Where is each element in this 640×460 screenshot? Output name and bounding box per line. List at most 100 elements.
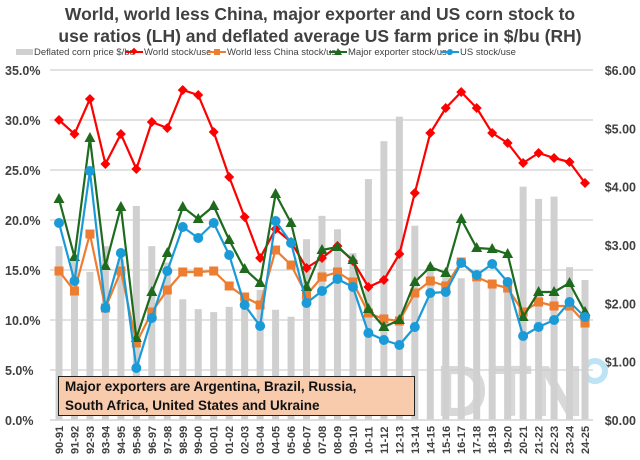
legend-item-price: Deflated corn price $/bu: [16, 47, 135, 58]
data-point: [146, 117, 157, 127]
chart-title-line-2: use ratios (LH) and deflated average US …: [58, 26, 581, 46]
data-point: [286, 238, 297, 248]
category-label: 91-92: [69, 426, 81, 454]
data-point: [580, 318, 590, 328]
data-point: [116, 266, 126, 276]
data-point: [455, 213, 467, 223]
data-point: [255, 321, 266, 331]
price-bar: [132, 205, 140, 420]
right-tick-label: $1.00: [605, 356, 636, 370]
category-label: 92-93: [85, 426, 97, 454]
data-point: [208, 127, 219, 137]
price-bar: [179, 299, 187, 420]
data-point: [84, 166, 95, 176]
data-point: [347, 282, 358, 292]
data-point: [580, 178, 590, 188]
data-point: [503, 283, 513, 293]
data-point: [69, 276, 80, 286]
data-point: [393, 314, 405, 324]
data-point: [332, 274, 343, 284]
category-label: 22-23: [549, 426, 561, 454]
data-point: [209, 266, 219, 276]
category-label: 05-06: [286, 426, 298, 454]
data-point: [177, 201, 189, 211]
category-label: 90-91: [54, 426, 66, 454]
data-point: [239, 300, 250, 310]
data-point: [518, 158, 529, 168]
data-point: [549, 153, 560, 163]
category-label: 14-15: [425, 426, 437, 454]
category-label: 08-09: [332, 426, 344, 454]
data-point: [440, 267, 452, 277]
annotation-line-1: Major exporters are Argentina, Brazil, R…: [65, 379, 357, 394]
data-point: [533, 286, 545, 296]
price-bar: [86, 271, 94, 420]
price-bar: [457, 278, 465, 420]
price-bar: [117, 259, 125, 420]
data-point: [471, 242, 483, 252]
data-point: [271, 245, 281, 255]
data-point: [162, 285, 172, 295]
legend-label-price: Deflated corn price $/bu: [34, 47, 135, 58]
left-tick-label: 5.0%: [5, 364, 34, 378]
price-bar: [225, 306, 233, 420]
data-point: [549, 301, 559, 311]
legend-marker-triangle: [334, 48, 342, 55]
category-label: 21-22: [534, 426, 546, 454]
category-label: 17-18: [472, 426, 484, 454]
data-point: [394, 340, 405, 350]
left-tick-label: 30.0%: [5, 114, 40, 128]
data-point: [378, 321, 390, 331]
data-point: [564, 277, 576, 287]
price-bar: [333, 229, 341, 420]
data-point: [517, 311, 529, 321]
data-point: [177, 85, 188, 95]
data-point: [240, 292, 250, 302]
data-point: [502, 277, 513, 287]
price-bar: [364, 179, 372, 420]
price-bar: [566, 267, 574, 420]
category-label: 00-01: [209, 426, 221, 454]
category-label: 10-11: [363, 426, 375, 454]
legend-marker-circle: [447, 49, 453, 55]
legend-label-world: World stock/use: [144, 47, 211, 58]
data-point: [223, 234, 235, 244]
data-point: [441, 281, 451, 291]
price-bar: [256, 289, 264, 420]
data-point: [224, 250, 235, 260]
legend-swatch-price: [16, 49, 33, 55]
price-bar: [194, 309, 202, 420]
data-point: [331, 241, 343, 251]
data-point: [533, 322, 544, 332]
left-tick-label: 10.0%: [5, 314, 40, 328]
data-point: [548, 286, 560, 296]
category-label: 04-05: [271, 426, 283, 454]
data-point: [115, 201, 127, 211]
right-tick-label: $2.00: [605, 297, 636, 311]
chart-title-line-1: World, world less China, major exporter …: [65, 4, 575, 24]
price-bar: [581, 280, 589, 420]
data-point: [440, 103, 451, 113]
price-bar: [163, 262, 171, 420]
data-point: [302, 290, 312, 300]
data-point: [317, 286, 327, 296]
data-point: [378, 335, 389, 345]
legend-label-us: US stock/use: [460, 47, 516, 58]
price-bar: [70, 257, 78, 420]
series-lines: [53, 85, 591, 373]
price-bar: [101, 246, 109, 420]
data-point: [471, 270, 482, 280]
category-label: 20-21: [518, 426, 530, 454]
data-point: [146, 286, 158, 296]
data-point: [254, 277, 266, 287]
category-label: 03-04: [255, 425, 267, 454]
data-point: [534, 297, 544, 307]
left-tick-label: 0.0%: [5, 414, 34, 428]
data-point: [410, 288, 420, 298]
data-point: [177, 222, 188, 232]
series-diamond: [54, 85, 590, 292]
price-bar: [519, 186, 527, 420]
data-point: [239, 212, 250, 222]
price-bar: [303, 239, 311, 420]
